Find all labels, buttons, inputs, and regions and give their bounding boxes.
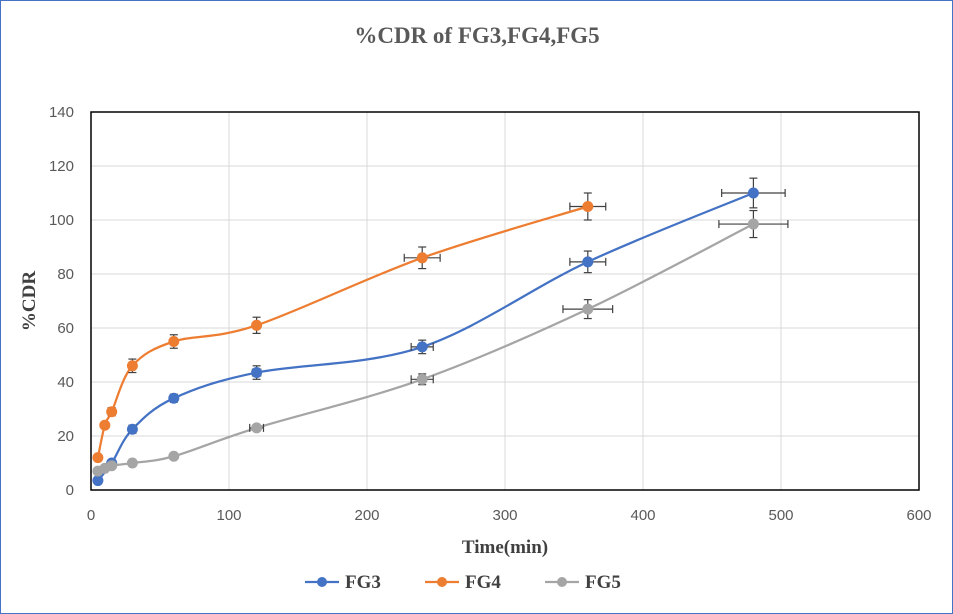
data-point-fg4 [99, 419, 111, 431]
grid-layer [91, 112, 919, 490]
x-tick-label: 400 [630, 507, 655, 524]
x-axis-title: Time(min) [462, 537, 548, 558]
y-tick-label: 120 [49, 158, 74, 175]
data-point-fg4 [416, 252, 428, 264]
data-point-fg5 [126, 457, 138, 469]
data-point-fg3 [126, 423, 138, 435]
data-point-fg3 [747, 187, 759, 199]
legend-marker [317, 577, 327, 587]
data-point-fg5 [416, 373, 428, 385]
y-tick-label: 60 [57, 320, 74, 337]
data-point-fg4 [251, 319, 263, 331]
y-tick-label: 140 [49, 104, 74, 121]
data-point-fg3 [416, 341, 428, 353]
data-point-fg4 [92, 452, 104, 464]
legend-marker [557, 577, 567, 587]
data-point-fg5 [106, 460, 118, 472]
data-point-fg3 [251, 367, 263, 379]
series-fg3 [92, 177, 786, 487]
plot-area-border [90, 111, 920, 491]
data-point-fg5 [251, 422, 263, 434]
chart-title: %CDR of FG3,FG4,FG5 [354, 23, 599, 48]
x-tick-label: 0 [87, 507, 95, 524]
series-fg5 [92, 209, 789, 477]
data-point-fg5 [168, 450, 180, 462]
x-tick-label: 200 [354, 507, 379, 524]
legend-label: FG3 [345, 572, 381, 593]
legend-marker [437, 577, 447, 587]
data-point-fg4 [126, 360, 138, 372]
data-point-fg3 [168, 392, 180, 404]
data-point-fg4 [106, 406, 118, 418]
y-tick-label: 20 [57, 428, 74, 445]
x-tick-label: 600 [906, 507, 931, 524]
data-point-fg4 [582, 201, 594, 212]
data-point-fg4 [168, 336, 180, 347]
y-tick-label: 0 [66, 482, 74, 499]
y-tick-label: 100 [49, 212, 74, 229]
legend-item-fg4: FG4 [425, 572, 501, 593]
legend: FG3 FG4 FG5 [305, 572, 621, 593]
x-tick-label: 500 [768, 507, 793, 524]
data-point-fg3 [92, 475, 104, 487]
data-point-fg5 [582, 303, 594, 315]
x-tick-label: 100 [216, 507, 241, 524]
series-fg4 [92, 192, 607, 464]
data-point-fg5 [747, 218, 759, 230]
series-line-fg4 [96, 205, 589, 458]
series-layer [92, 177, 789, 487]
tick-labels: 0 20 40 60 80 100 120 140 0 100 200 300 400 500 600 [49, 104, 932, 524]
legend-label: FG5 [585, 572, 621, 593]
x-tick-label: 300 [492, 507, 517, 524]
y-tick-label: 80 [57, 266, 74, 283]
y-tick-label: 40 [57, 374, 74, 391]
legend-label: FG4 [465, 572, 501, 593]
legend-item-fg5: FG5 [545, 572, 621, 593]
y-axis-title: %CDR [19, 271, 40, 331]
data-point-fg3 [582, 256, 594, 268]
legend-item-fg3: FG3 [305, 572, 381, 593]
